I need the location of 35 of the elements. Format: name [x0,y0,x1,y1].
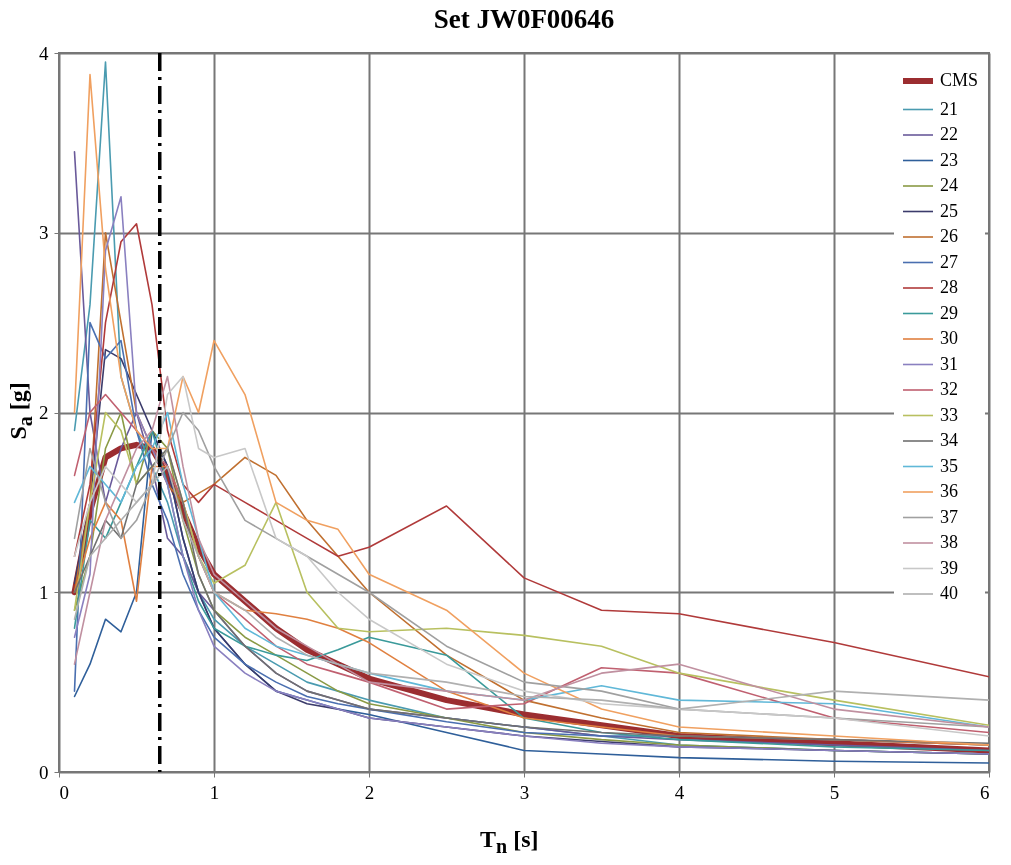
legend-label: 31 [940,353,958,374]
x-tick-label: 2 [364,781,375,803]
legend-label: 29 [940,302,958,323]
legend-label: 24 [940,175,958,195]
y-tick-label: 0 [39,761,49,783]
legend-label: 35 [940,455,958,476]
legend-label: 25 [940,200,958,221]
y-tick-label: 4 [39,42,49,64]
y-tick-label: 3 [39,222,49,244]
legend-label: 32 [940,379,958,399]
legend-label: 33 [940,404,958,425]
x-tick-label: 5 [829,781,840,803]
legend-label: 23 [940,149,958,170]
legend-label: 26 [940,226,958,246]
y-tick-label: 1 [39,581,49,603]
y-tick-label: 2 [39,402,49,423]
legend-label: 21 [940,98,958,119]
legend-label: CMS [940,70,979,90]
chart-title: Set JW0F00646 [433,4,615,34]
legend-label: 27 [940,251,958,272]
x-tick-label: 6 [980,781,990,803]
legend-label: 38 [940,532,958,552]
x-tick-label: 3 [519,781,530,803]
legend-label: 37 [940,506,958,527]
x-tick-label: 0 [59,781,69,803]
legend-label: 39 [940,557,958,578]
legend-label: 40 [940,583,958,603]
x-axis-title: T$_{n}$ [s] [480,826,539,858]
legend-label: 36 [940,481,958,501]
legend-label: 30 [940,328,958,348]
legend-label: 34 [940,430,958,450]
x-tick-label: 1 [209,781,220,803]
legend-label: 22 [940,124,958,144]
legend-label: 28 [940,277,958,297]
x-tick-label: 4 [674,781,685,803]
